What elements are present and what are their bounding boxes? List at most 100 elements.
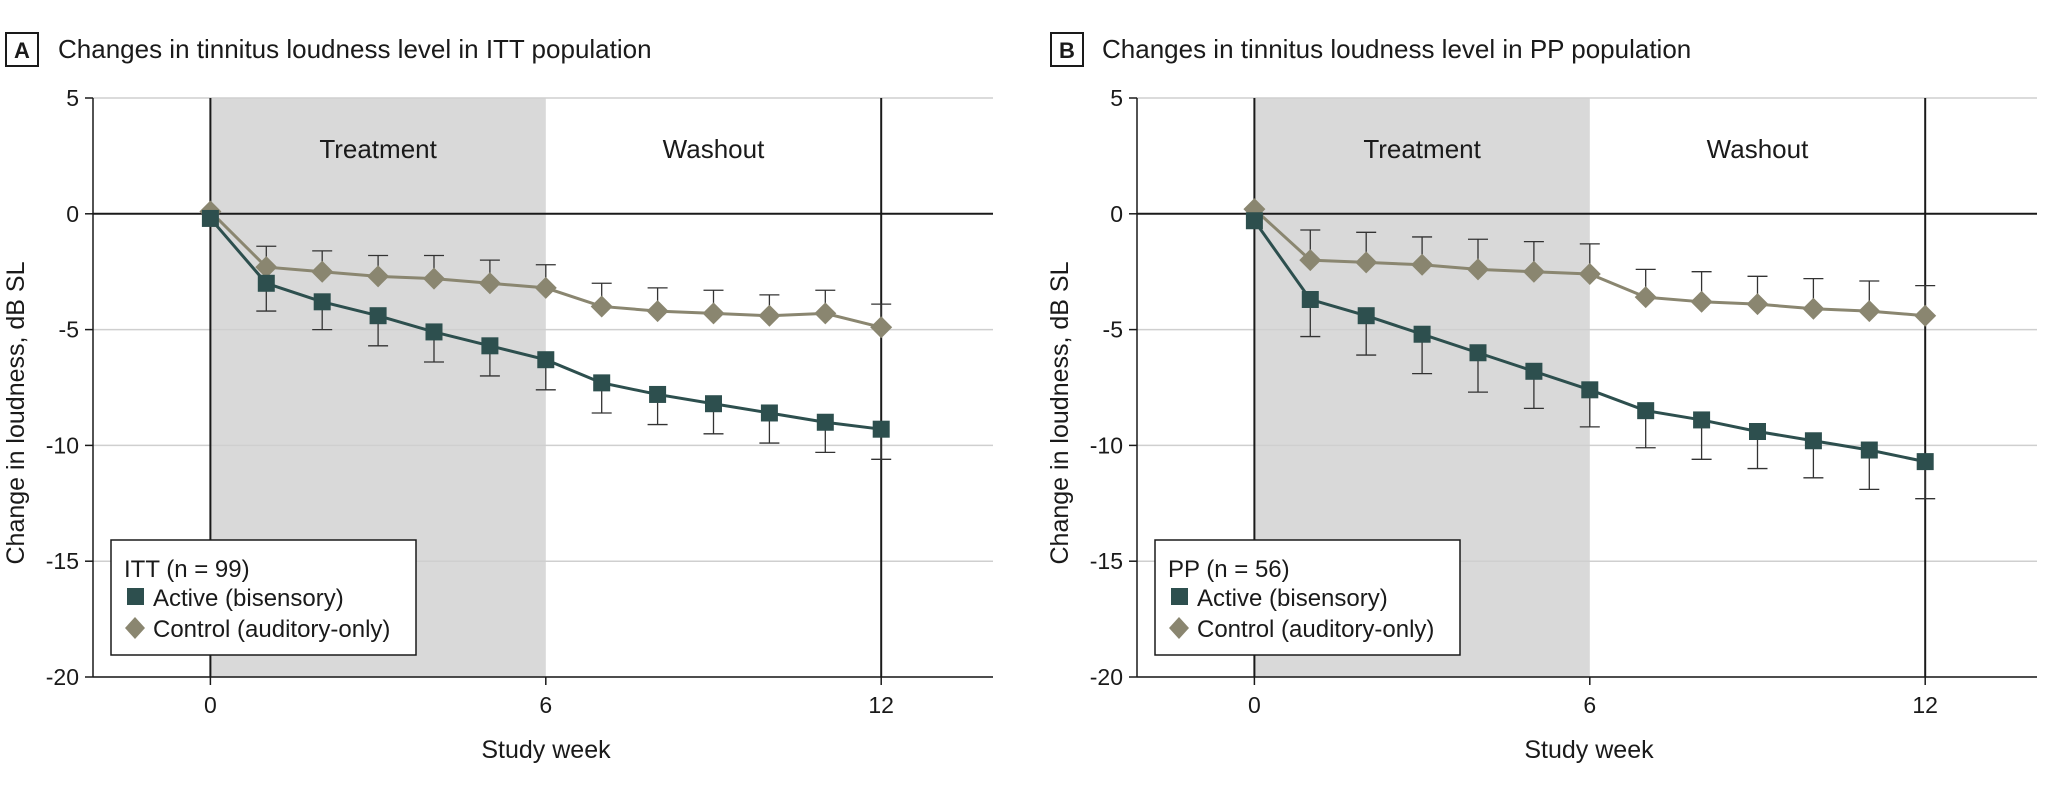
panel-b-letter-box (1050, 32, 1084, 67)
panel-b-x-tick-label: 0 (1248, 692, 1261, 718)
panel-b-x-tick-label: 6 (1583, 692, 1596, 718)
panel-a-active-point (872, 420, 890, 438)
panel-b-control-point (1466, 258, 1489, 281)
panel-a-active-point (425, 323, 443, 341)
panel-a-y-tick-label: -5 (59, 317, 79, 343)
panel-b-control-point (1914, 304, 1937, 327)
panel-a-active-point (649, 385, 667, 403)
panel-b-active-point (1916, 453, 1934, 471)
panel-b-letter: B (1059, 38, 1075, 63)
panel-a-letter: A (14, 38, 30, 63)
panel-a-active-point (760, 404, 778, 422)
panel-a-legend-box (110, 539, 417, 656)
panel-a-active-point (369, 307, 387, 325)
panel-a-control-point (590, 295, 613, 318)
panel-a-active-point (816, 413, 834, 431)
panel-a-x-axis-label: Study week (481, 736, 611, 764)
panel-a-region-label-washout: Washout (663, 134, 765, 164)
panel-a-legend-control-marker (125, 617, 145, 639)
panel-b-legend-active-label: Active (bisensory) (1197, 585, 1388, 612)
panel-b-control-point (1802, 297, 1825, 320)
panel-b-active-point (1860, 441, 1878, 459)
panel-a-active-point (313, 293, 331, 311)
panel-a-x-tick-label: 0 (204, 692, 217, 718)
panel-a-region-label-treatment: Treatment (319, 134, 437, 164)
panel-b-control-point (1690, 290, 1713, 313)
panel-b-control-point (1746, 293, 1769, 316)
panel-b-legend-box (1154, 539, 1461, 656)
panel-a-x-tick-label: 12 (868, 692, 894, 718)
panel-b-control-point (1299, 249, 1322, 272)
panel-a-header: A Changes in tinnitus loudness level in … (5, 32, 652, 67)
panel-b-title: Changes in tinnitus loudness level in PP… (1102, 34, 1691, 64)
panel-b-active-point (1357, 307, 1375, 325)
panel-b-y-tick-label: 0 (1110, 201, 1123, 227)
panel-b-control-point (1411, 253, 1434, 276)
panel-a-control-point (534, 276, 557, 299)
panel-a-control-point (311, 260, 334, 283)
panel-a-title: Changes in tinnitus loudness level in IT… (58, 34, 652, 64)
panel-b-legend-active-marker (1171, 588, 1188, 605)
panel-b-region-label-treatment: Treatment (1363, 134, 1481, 164)
panel-a-legend-active-label: Active (bisensory) (153, 585, 344, 612)
panel-a-control-point (646, 300, 669, 323)
panel-a-control-point (702, 302, 725, 325)
panel-b-legend-control-label: Control (auditory-only) (1197, 616, 1434, 643)
panel-a-control-point (758, 304, 781, 327)
panel-a-y-tick-label: -20 (46, 664, 79, 690)
panel-a-active-point (537, 351, 555, 369)
panel-a-control-point (255, 256, 278, 279)
panel-a-letter-box (5, 32, 39, 67)
panel-b-active-point (1693, 411, 1711, 429)
panel-a-control-point (870, 316, 893, 339)
panel-b-control-point (1634, 286, 1657, 309)
panel-a-active-point (201, 209, 219, 227)
panel-b-x-tick-label: 12 (1912, 692, 1938, 718)
panel-a-y-tick-label: 5 (66, 85, 79, 111)
panel-a-y-tick-label: -15 (46, 548, 79, 574)
panel-a-legend: ITT (n = 99) Active (bisensory) Control … (110, 539, 417, 656)
panel-a-y-tick-label: 0 (66, 201, 79, 227)
panel-b-active-point (1748, 423, 1766, 441)
panel-a-active-point (257, 274, 275, 292)
panel-b-region-label-washout: Washout (1707, 134, 1809, 164)
panel-b-y-axis-label: Change in loudness, dB SL (1046, 261, 1074, 564)
panel-b-legend-title: PP (n = 56) (1168, 556, 1290, 583)
panel-a-control-point (422, 267, 445, 290)
panel-a-x-tick-label: 6 (539, 692, 552, 718)
panel-b-y-tick-label: -10 (1090, 432, 1123, 458)
panel-b-legend: PP (n = 56) Active (bisensory) Control (… (1154, 539, 1461, 656)
panel-b-header: B Changes in tinnitus loudness level in … (1050, 32, 1691, 67)
panel-b-control-point (1858, 300, 1881, 323)
panel-b-active-point (1469, 344, 1487, 362)
panel-a-y-axis-label: Change in loudness, dB SL (2, 261, 30, 564)
panel-b-control-point (1355, 251, 1378, 274)
panel-b-y-tick-label: 5 (1110, 85, 1123, 111)
panel-b-active-point (1413, 325, 1431, 343)
panel-a-control-point (814, 302, 837, 325)
panel-b-active-point (1301, 290, 1319, 308)
panel-b-x-axis-label: Study week (1524, 736, 1654, 764)
panel-b-y-tick-label: -20 (1090, 664, 1123, 690)
panel-a-active-point (481, 337, 499, 355)
panel-a-active-point (704, 395, 722, 413)
panel-a-active-point (593, 374, 611, 392)
panel-b-control-point (1578, 263, 1601, 286)
panel-a-control-point (367, 265, 390, 288)
panel-a-legend-control-label: Control (auditory-only) (153, 616, 390, 643)
panel-b-active-point (1637, 402, 1655, 420)
panel-a-y-tick-label: -10 (46, 432, 79, 458)
panel-b: B Changes in tinnitus loudness level in … (1046, 32, 2037, 764)
panel-b-y-tick-label: -5 (1103, 317, 1123, 343)
panel-b-y-tick-label: -15 (1090, 548, 1123, 574)
panel-b-active-point (1525, 362, 1543, 380)
panel-a: A Changes in tinnitus loudness level in … (2, 32, 993, 764)
panel-a-legend-title: ITT (n = 99) (124, 556, 250, 583)
panel-a-legend-active-marker (127, 588, 144, 605)
panel-b-active-point (1581, 381, 1599, 399)
panel-b-active-point (1804, 432, 1822, 450)
panel-b-control-point (1522, 260, 1545, 283)
panel-b-legend-control-marker (1169, 617, 1189, 639)
panel-a-control-point (478, 272, 501, 295)
